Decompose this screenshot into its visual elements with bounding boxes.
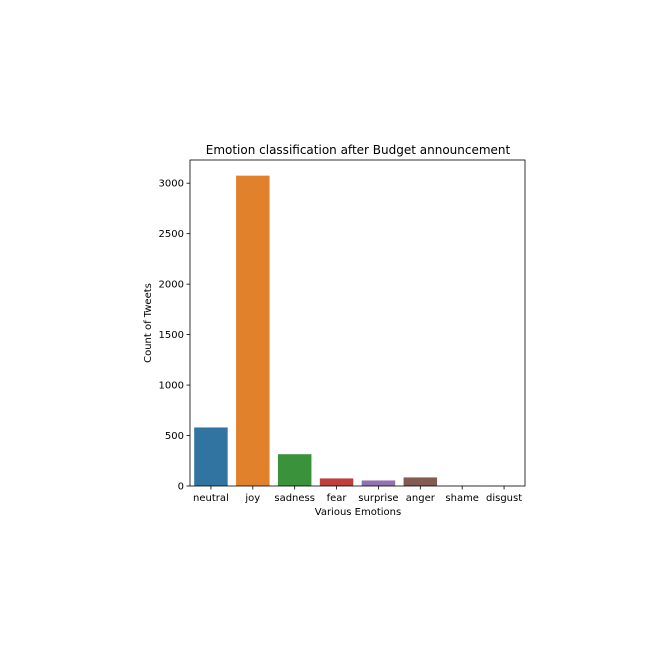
y-tick-label: 3000 [159,179,184,190]
bar-neutral [194,427,228,486]
y-tick-label: 0 [178,482,184,493]
bars-group [194,175,521,486]
x-tick-label: anger [406,493,436,504]
x-tick-label: fear [327,493,348,504]
x-tick-label: neutral [193,493,229,504]
chart-title: Emotion classification after Budget anno… [206,143,511,157]
x-tick-label: sadness [274,493,315,504]
x-tick-label: joy [244,493,260,504]
bar-fear [319,478,354,486]
bar-sadness [277,454,312,486]
x-tick-label: shame [445,493,479,504]
x-tick-label: surprise [358,493,398,504]
plot-frame [189,159,526,487]
y-axis-ticks: 0 500 1000 1500 2000 2500 3000 [159,179,190,493]
y-tick-label: 500 [165,431,184,442]
x-axis-ticks: neutral joy sadness fear surprise anger shame d… [193,486,522,504]
y-tick-label: 2500 [159,229,184,240]
y-tick-label: 1500 [159,330,184,341]
y-tick-label: 1000 [159,381,184,392]
y-tick-label: 2000 [159,280,184,291]
x-axis-label: Various Emotions [315,507,401,518]
bar-surprise [361,480,396,486]
bar-anger [403,477,438,486]
x-tick-label: disgust [486,493,522,504]
bar-joy [236,175,270,486]
y-axis-label: Count of Tweets [143,283,154,363]
